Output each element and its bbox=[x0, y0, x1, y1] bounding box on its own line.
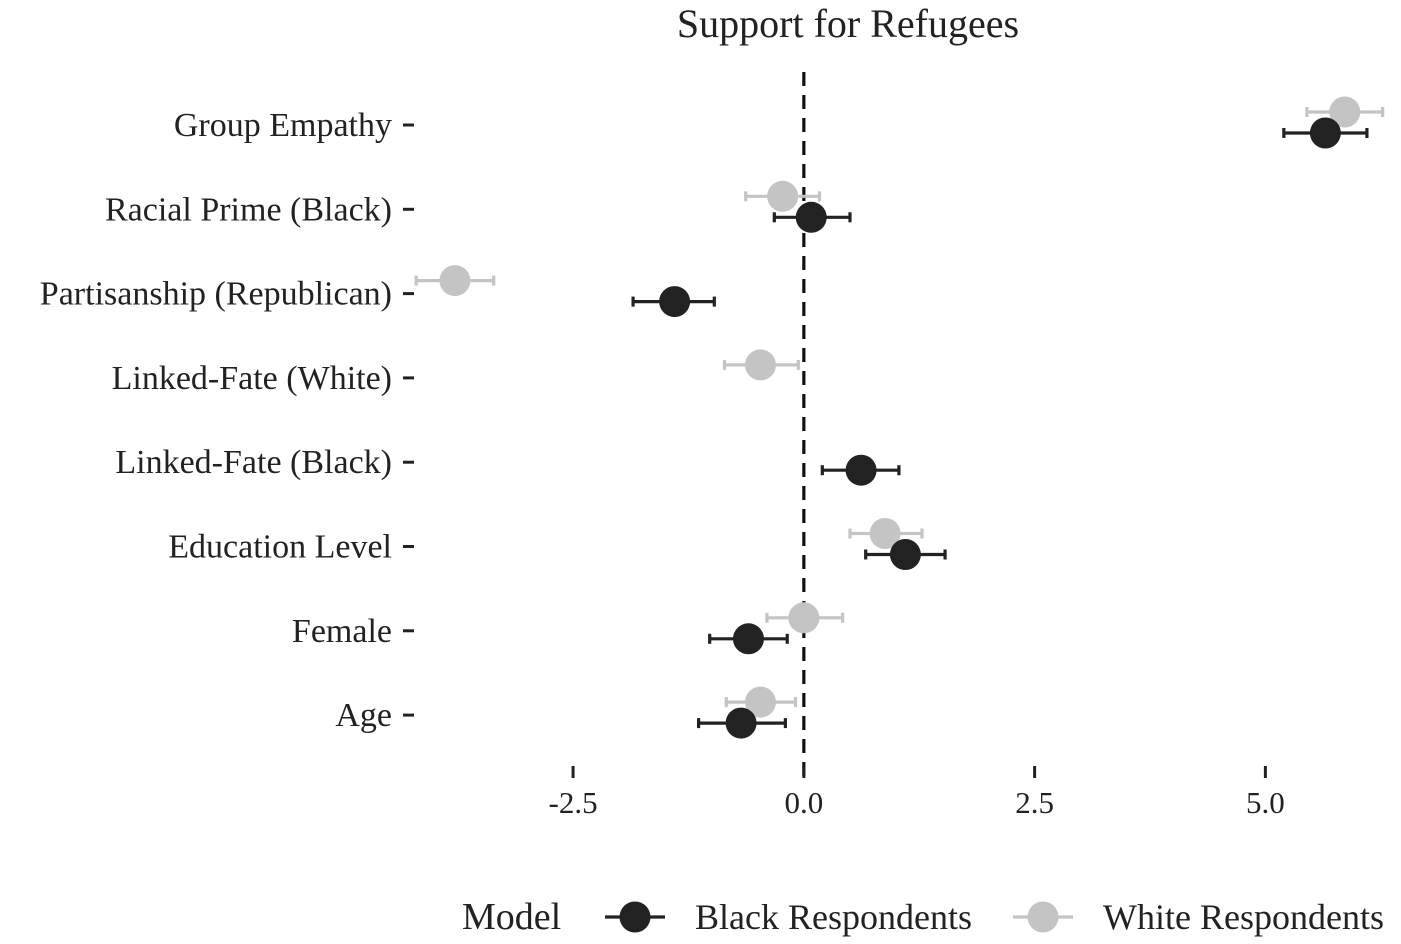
axis-layer: Group Empathy Racial Prime (Black) Partisa… bbox=[40, 107, 1285, 820]
legend-key-dot-black-respondents bbox=[619, 901, 651, 933]
y-tick-label-group-empathy: Group Empathy bbox=[174, 107, 392, 144]
chart-title: Support for Refugees bbox=[677, 1, 1019, 46]
legend-label-white-respondents: White Respondents bbox=[1103, 897, 1384, 937]
x-tick-label-5-0: 5.0 bbox=[1246, 785, 1285, 820]
y-tick-label-education-level: Education Level bbox=[168, 529, 392, 566]
x-tick-label-2-5: 2.5 bbox=[1015, 785, 1054, 820]
estimate-dot-black-respondents-group-empathy bbox=[1309, 117, 1341, 149]
point-black-respondents-age bbox=[697, 707, 787, 739]
x-tick-label-0-0: 0.0 bbox=[784, 785, 823, 820]
estimate-dot-black-respondents-racial-prime-black bbox=[795, 201, 827, 233]
point-white-respondents-age bbox=[724, 686, 798, 718]
point-black-respondents-female bbox=[708, 623, 789, 655]
estimate-dot-white-respondents-age bbox=[744, 686, 776, 718]
point-black-respondents-racial-prime-black bbox=[772, 201, 852, 233]
marks-layer bbox=[414, 96, 1385, 739]
point-black-respondents-group-empathy bbox=[1282, 117, 1369, 149]
estimate-dot-white-respondents-partisanship-republican bbox=[439, 265, 471, 297]
legend-title: Model bbox=[462, 896, 561, 938]
y-tick-label-partisanship-republican: Partisanship (Republican) bbox=[40, 276, 392, 313]
legend-label-black-respondents: Black Respondents bbox=[695, 897, 972, 937]
legend-key-dot-white-respondents bbox=[1027, 901, 1059, 933]
point-black-respondents-partisanship-republican bbox=[631, 286, 716, 318]
estimate-dot-black-respondents-age bbox=[725, 707, 757, 739]
y-tick-label-female: Female bbox=[292, 613, 392, 650]
legend: Model Black Respondents White Respondents bbox=[462, 896, 1384, 938]
x-tick-label-2-5: -2.5 bbox=[549, 785, 598, 820]
estimate-dot-white-respondents-education-level bbox=[869, 518, 901, 549]
estimate-dot-black-respondents-female bbox=[732, 623, 764, 655]
point-white-respondents-group-empathy bbox=[1305, 96, 1385, 128]
point-white-respondents-linked-fate-white bbox=[722, 349, 800, 381]
estimate-dot-white-respondents-female bbox=[788, 602, 820, 634]
point-black-respondents-education-level bbox=[864, 539, 947, 570]
point-white-respondents-female bbox=[765, 602, 845, 634]
y-tick-label-age: Age bbox=[335, 697, 392, 734]
estimate-dot-white-respondents-group-empathy bbox=[1329, 96, 1361, 128]
estimate-dot-black-respondents-linked-fate-black bbox=[845, 454, 877, 486]
point-white-respondents-racial-prime-black bbox=[744, 180, 822, 212]
point-white-respondents-education-level bbox=[848, 518, 924, 549]
y-tick-label-racial-prime-black: Racial Prime (Black) bbox=[105, 191, 392, 228]
point-black-respondents-linked-fate-black bbox=[820, 454, 901, 486]
y-tick-label-linked-fate-black: Linked-Fate (Black) bbox=[115, 444, 392, 481]
y-tick-label-linked-fate-white: Linked-Fate (White) bbox=[112, 360, 392, 397]
estimate-dot-white-respondents-linked-fate-white bbox=[744, 349, 776, 381]
estimate-dot-black-respondents-partisanship-republican bbox=[659, 286, 691, 318]
estimate-dot-white-respondents-racial-prime-black bbox=[767, 180, 799, 212]
point-white-respondents-partisanship-republican bbox=[414, 265, 496, 297]
estimate-dot-black-respondents-education-level bbox=[889, 539, 921, 570]
